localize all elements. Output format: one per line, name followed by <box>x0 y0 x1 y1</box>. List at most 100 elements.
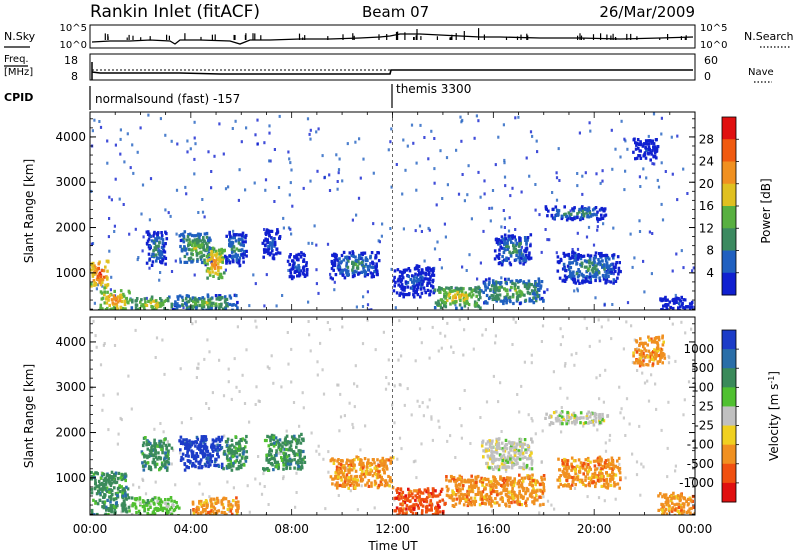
heatmap-speckle <box>604 499 606 502</box>
heatmap-speckle <box>358 137 360 140</box>
heatmap-speckle <box>164 208 166 211</box>
heatmap-cell <box>489 288 492 291</box>
heatmap-speckle <box>504 217 506 220</box>
heatmap-cell <box>191 452 194 455</box>
heatmap-cell <box>648 148 651 151</box>
heatmap-speckle <box>148 267 150 270</box>
heatmap-speckle <box>639 185 641 188</box>
heatmap-speckle <box>175 260 177 263</box>
heatmap-cell <box>515 279 518 282</box>
heatmap-speckle <box>625 476 627 479</box>
heatmap-speckle <box>131 143 133 146</box>
heatmap-speckle <box>446 156 448 159</box>
heatmap-speckle <box>447 183 449 186</box>
heatmap-speckle <box>560 343 562 346</box>
power-colorbar-label: Power [dB] <box>759 178 773 243</box>
heatmap-cell <box>399 285 402 288</box>
heatmap-cell <box>297 449 300 452</box>
heatmap-speckle <box>468 164 470 167</box>
heatmap-cell <box>166 505 169 508</box>
heatmap-cell <box>153 231 156 234</box>
heatmap-speckle <box>120 128 122 131</box>
heatmap-cell <box>543 486 546 489</box>
heatmap-cell <box>370 271 373 274</box>
heatmap-speckle <box>461 437 463 440</box>
heatmap-speckle <box>318 445 320 448</box>
heatmap-speckle <box>397 359 399 362</box>
heatmap-cell <box>497 238 500 241</box>
heatmap-cell <box>343 258 346 261</box>
heatmap-cell <box>595 251 598 254</box>
heatmap-speckle <box>360 177 362 180</box>
heatmap-cell <box>195 306 198 309</box>
heatmap-speckle <box>108 235 110 238</box>
heatmap-cell <box>280 456 283 459</box>
heatmap-cell <box>335 273 338 276</box>
heatmap-cell <box>362 466 365 469</box>
heatmap-speckle <box>493 375 495 378</box>
heatmap-cell <box>158 241 161 244</box>
heatmap-cell <box>527 291 530 294</box>
heatmap-speckle <box>599 340 601 343</box>
heatmap-cell <box>529 481 532 484</box>
heatmap-cell <box>576 262 579 265</box>
heatmap-speckle <box>666 475 668 478</box>
heatmap-cell <box>394 269 397 272</box>
heatmap-cell <box>435 301 438 304</box>
heatmap-cell <box>186 252 189 255</box>
heatmap-speckle <box>197 363 199 366</box>
heatmap-cell <box>525 243 528 246</box>
heatmap-speckle <box>362 342 364 345</box>
heatmap-cell <box>109 482 112 485</box>
heatmap-speckle <box>289 228 291 231</box>
heatmap-cell <box>531 490 534 493</box>
heatmap-cell <box>225 235 228 238</box>
heatmap-speckle <box>302 391 304 394</box>
heatmap-speckle <box>462 173 464 176</box>
heatmap-speckle <box>256 119 258 122</box>
heatmap-speckle <box>676 135 678 138</box>
heatmap-speckle <box>147 114 149 117</box>
heatmap-cell <box>94 502 97 505</box>
heatmap-speckle <box>259 482 261 485</box>
heatmap-cell <box>585 208 588 211</box>
heatmap-speckle <box>458 193 460 196</box>
heatmap-speckle <box>636 460 638 463</box>
heatmap-cell <box>146 242 149 245</box>
heatmap-cell <box>229 261 232 264</box>
heatmap-cell <box>206 277 209 280</box>
heatmap-cell <box>276 228 279 231</box>
heatmap-cell <box>576 212 579 215</box>
heatmap-cell <box>159 250 162 253</box>
heatmap-cell <box>517 298 520 301</box>
heatmap-cell <box>235 294 238 297</box>
heatmap-cell <box>563 205 566 208</box>
heatmap-cell <box>284 458 287 461</box>
heatmap-cell <box>564 269 567 272</box>
heatmap-cell <box>581 205 584 208</box>
heatmap-cell <box>443 503 446 506</box>
heatmap-speckle <box>648 400 650 403</box>
heatmap-cell <box>346 256 349 259</box>
heatmap-cell <box>467 479 470 482</box>
heatmap-speckle <box>287 331 289 334</box>
heatmap-speckle <box>213 155 215 158</box>
heatmap-speckle <box>333 288 335 291</box>
heatmap-cell <box>135 303 138 306</box>
heatmap-cell <box>160 457 163 460</box>
heatmap-cell <box>414 273 417 276</box>
heatmap-speckle <box>143 235 145 238</box>
heatmap-cell <box>525 259 528 262</box>
heatmap-cell <box>421 283 424 286</box>
heatmap-cell <box>589 278 592 281</box>
heatmap-cell <box>587 267 590 270</box>
heatmap-cell <box>150 298 153 301</box>
heatmap-cell <box>482 291 485 294</box>
heatmap-speckle <box>691 269 693 272</box>
heatmap-cell <box>481 498 484 501</box>
heatmap-speckle <box>94 302 96 305</box>
heatmap-cell <box>161 253 164 256</box>
heatmap-cell <box>524 239 527 242</box>
heatmap-speckle <box>290 181 292 184</box>
heatmap-cell <box>429 293 432 296</box>
